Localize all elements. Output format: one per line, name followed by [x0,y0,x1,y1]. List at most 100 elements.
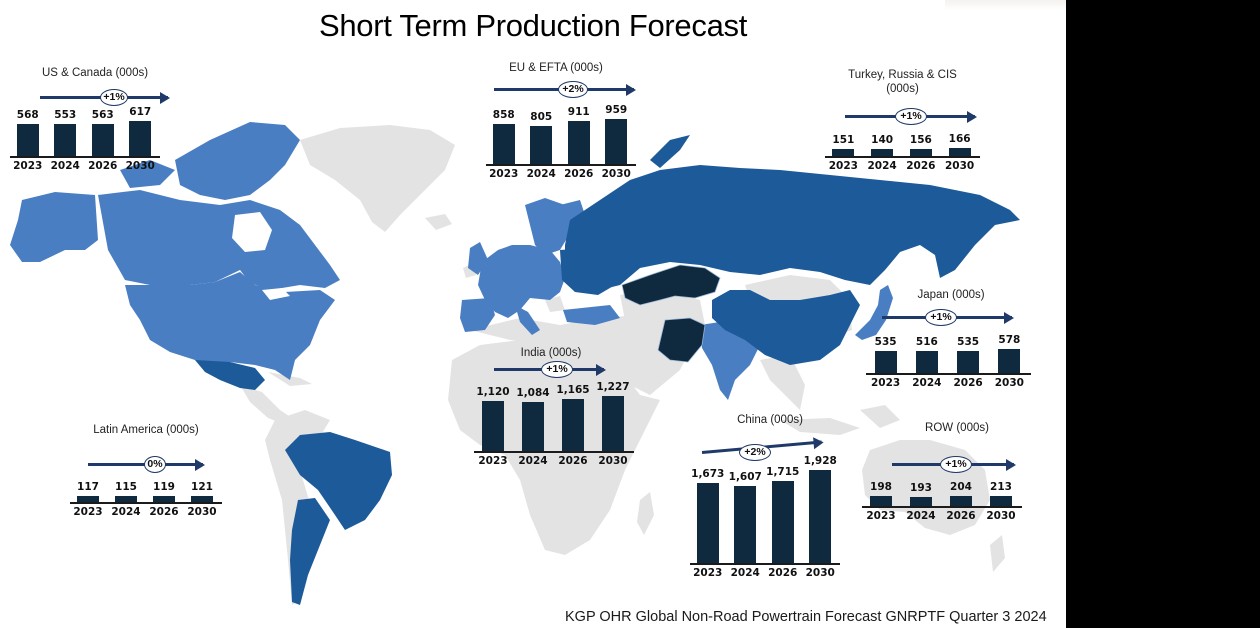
bar-value-label: 858 [492,108,515,121]
panel-title: EU & EFTA (000s) [509,62,603,74]
bar-2024 [54,124,77,156]
bar-2026 [153,496,175,502]
panel-row: ROW (000s) +1% 198 2023 193 2024 204 2026 213 203… [862,421,1022,528]
year-label: 2030 [986,510,1016,522]
year-label: 2024 [912,377,942,389]
bar-2024 [871,149,894,156]
year-label: 2026 [906,160,936,172]
bar-2023 [492,123,515,164]
bar-2023 [870,496,892,506]
panel-title: US & Canada (000s) [41,67,149,79]
bar-value-label: 1,120 [476,385,510,398]
panel-title: Latin America (000s) [93,424,199,436]
year-label: 2023 [478,455,508,467]
bar-2024 [115,496,137,502]
bar-2024 [734,485,757,563]
year-label: 2024 [50,160,80,172]
year-label: 2024 [730,567,760,579]
bar-value-label: 535 [874,335,897,348]
bar-2026 [91,123,114,156]
baseline [866,373,1031,375]
year-label: 2026 [88,160,118,172]
top-shadow [945,0,1066,10]
bar-2026 [950,496,972,506]
bar-value-label: 516 [915,336,938,349]
bar-2030 [605,118,628,164]
baseline [862,506,1022,508]
panel-eu-efta: EU & EFTA (000s) +2% 858 2023 805 2024 911 2026… [486,61,636,186]
panel-title: China (000s) [737,414,803,426]
baseline [474,451,634,453]
baseline [10,156,160,158]
panel-title: Japan (000s) [917,289,985,301]
bar-value-label: 1,165 [556,383,590,396]
bar-value-label: 911 [567,106,590,119]
bar-value-label: 568 [16,108,39,121]
bar-value-label: 805 [530,111,553,124]
bar-value-label: 117 [77,481,99,493]
bar-value-label: 563 [91,108,114,121]
black-side-panel [1066,0,1260,628]
year-label: 2026 [564,168,594,180]
year-label: 2023 [828,160,858,172]
bar-value-label: 193 [910,481,932,494]
cagr-badge: +1% [541,361,573,378]
cagr-badge: +1% [925,309,957,326]
bar-2023 [77,496,99,502]
year-label: 2026 [953,377,983,389]
cagr-badge: +2% [558,81,588,98]
year-label: 2030 [994,377,1024,389]
cagr-badge: +1% [940,456,972,473]
year-label: 2023 [489,168,519,180]
cagr-badge: +1% [100,89,128,106]
bar-2026 [909,148,932,156]
cagr-badge: 0% [144,456,166,473]
bar-value-label: 1,607 [728,470,762,483]
year-label: 2026 [768,567,798,579]
panel-china: China (000s) +2% 1,673 2023 1,607 2024 1,715 20… [690,413,840,585]
bar-value-label: 151 [832,133,855,146]
bar-value-label: 121 [191,481,213,493]
bar-2024 [910,496,932,506]
bar-2026 [562,398,584,451]
bar-2023 [16,123,39,156]
panel-title: ROW (000s) [925,422,989,434]
bar-value-label: 1,673 [691,467,725,480]
bar-value-label: 166 [948,133,971,146]
panel-india: India (000s) +1% 1,120 2023 1,084 2024 1,165 20… [474,346,634,473]
bar-2026 [771,480,794,563]
bar-value-label: 1,715 [766,465,800,478]
map-water [232,212,290,300]
year-label: 2030 [805,567,835,579]
slide: Short Term Production Forecast US & Cana… [0,0,1066,628]
panel-turkey-russia-cis: Turkey, Russia & CIS (000s) +1% 151 2023 140 2… [825,68,980,178]
bar-value-label: 535 [957,335,980,348]
bar-value-label: 959 [605,103,628,116]
year-label: 2023 [866,510,896,522]
bar-value-label: 1,227 [596,380,630,393]
year-label: 2024 [111,506,141,518]
year-label: 2030 [598,455,628,467]
year-label: 2023 [871,377,901,389]
bar-value-label: 1,928 [803,455,837,468]
baseline [825,156,980,158]
page-title: Short Term Production Forecast [318,8,748,43]
bar-value-label: 198 [870,481,892,494]
map-mid-blue-regions [195,135,1020,605]
bar-2023 [482,400,504,451]
bar-2023 [874,350,897,373]
bar-2024 [530,126,553,164]
baseline [486,164,636,166]
bar-value-label: 1,084 [516,387,550,400]
panel-title: India (000s) [520,347,582,359]
year-label: 2026 [558,455,588,467]
year-label: 2026 [946,510,976,522]
bar-value-label: 119 [153,481,175,493]
bar-value-label: 553 [54,109,77,122]
bar-value-label: 140 [871,134,894,147]
bar-2024 [522,402,544,451]
baseline [690,563,840,565]
bar-value-label: 213 [990,480,1012,493]
bar-value-label: 617 [129,105,152,118]
bar-value-label: 578 [998,333,1021,346]
